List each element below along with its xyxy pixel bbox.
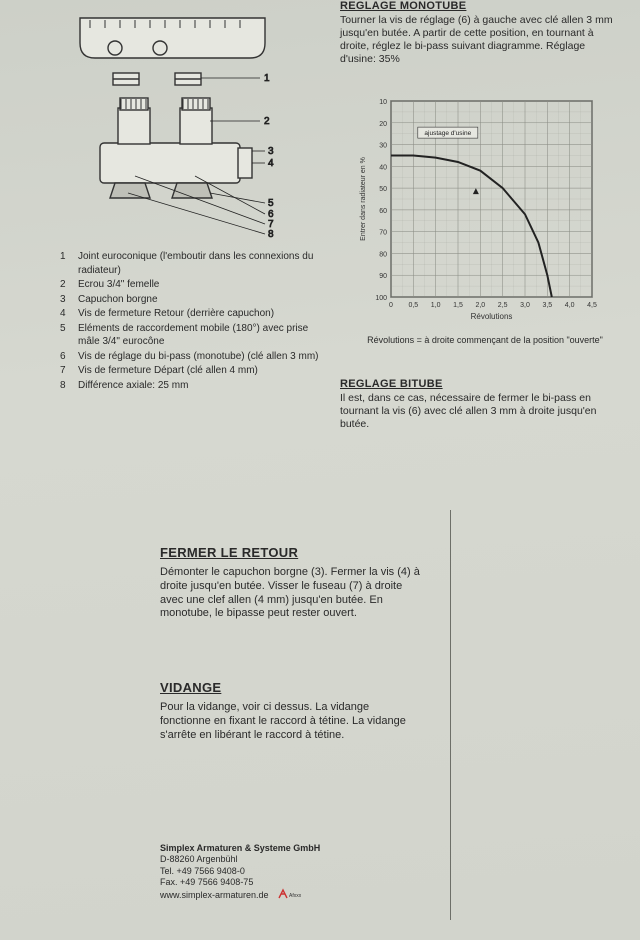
svg-text:30: 30 (379, 143, 387, 150)
svg-text:2,5: 2,5 (498, 302, 508, 309)
svg-text:5: 5 (268, 198, 274, 209)
bitube-body: Il est, dans ce cas, nécessaire de ferme… (340, 392, 620, 431)
fermer-body: Démonter le capuchon borgne (3). Fermer … (160, 566, 420, 621)
svg-text:70: 70 (379, 230, 387, 237)
svg-text:20: 20 (379, 121, 387, 128)
bitube-section: REGLAGE BITUBE Il est, dans ce cas, néce… (340, 378, 620, 431)
company-fax: Fax. +49 7566 9408-75 (160, 877, 420, 888)
svg-text:100: 100 (375, 295, 387, 302)
company-addr: D-88260 Argenbühl (160, 854, 420, 865)
vidange-body: Pour la vidange, voir ci dessus. La vida… (160, 701, 420, 742)
svg-text:4: 4 (268, 158, 274, 169)
company-tel: Tel. +49 7566 9408-0 (160, 866, 420, 877)
part-text: Joint euroconique (l'emboutir dans les c… (78, 250, 320, 277)
svg-text:80: 80 (379, 251, 387, 258)
svg-text:Révolutions: Révolutions (471, 312, 513, 321)
valve-diagram: 1 2 3 4 5 6 7 8 (60, 8, 290, 238)
part-num: 1 (60, 250, 78, 277)
monotube-heading: REGLAGE MONOTUBE (340, 0, 620, 12)
svg-text:3: 3 (268, 146, 274, 157)
svg-text:3,0: 3,0 (520, 302, 530, 309)
svg-text:0: 0 (389, 302, 393, 309)
fermer-heading: FERMER LE RETOUR (160, 545, 420, 560)
svg-text:4,0: 4,0 (565, 302, 575, 309)
monotube-body: Tourner la vis de réglage (6) à gauche a… (340, 14, 620, 67)
fold-line (450, 510, 451, 920)
svg-text:60: 60 (379, 208, 387, 215)
svg-text:3,5: 3,5 (542, 302, 552, 309)
monotube-section: REGLAGE MONOTUBE Tourner la vis de régla… (340, 0, 620, 67)
vidange-heading: VIDANGE (160, 680, 420, 695)
chart-caption: Révolutions = à droite commençant de la … (355, 335, 615, 345)
svg-text:1: 1 (264, 73, 270, 84)
svg-text:90: 90 (379, 273, 387, 280)
footer: Simplex Armaturen & Systeme GmbH D-88260… (160, 843, 420, 903)
svg-text:0,5: 0,5 (408, 302, 418, 309)
svg-text:1,0: 1,0 (431, 302, 441, 309)
svg-text:8: 8 (268, 229, 274, 238)
brand-logo-icon: Afxxx (277, 888, 301, 903)
svg-text:ajustage d'usine: ajustage d'usine (424, 130, 471, 137)
company-web: www.simplex-armaturen.de (160, 890, 269, 900)
svg-text:Entrer dans radiateur en %: Entrer dans radiateur en % (360, 157, 367, 241)
adjustment-chart: 10 20 30 40 50 60 70 80 90 1000 0,5 1,0 1,5 2,0 2,5 3,0… (355, 95, 600, 325)
parts-list: 1Joint euroconique (l'emboutir dans les … (60, 250, 320, 393)
bitube-heading: REGLAGE BITUBE (340, 378, 620, 390)
vidange-section: VIDANGE Pour la vidange, voir ci dessus.… (160, 680, 420, 742)
svg-text:50: 50 (379, 186, 387, 193)
svg-text:40: 40 (379, 164, 387, 171)
fermer-section: FERMER LE RETOUR Démonter le capuchon bo… (160, 545, 420, 621)
company-name: Simplex Armaturen & Systeme GmbH (160, 843, 420, 854)
svg-text:2: 2 (264, 116, 270, 127)
svg-text:2,0: 2,0 (475, 302, 485, 309)
svg-text:10: 10 (379, 99, 387, 106)
svg-text:Afxxx: Afxxx (289, 893, 301, 899)
svg-text:4,5: 4,5 (587, 302, 597, 309)
svg-text:1,5: 1,5 (453, 302, 463, 309)
